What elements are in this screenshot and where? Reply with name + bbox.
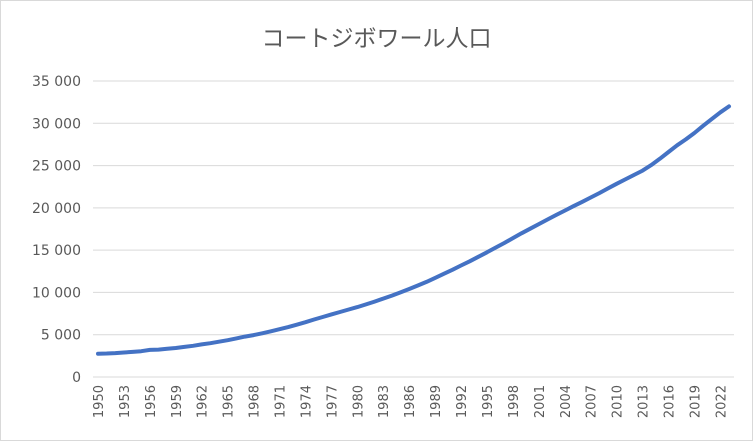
chart-title: コートジボワール人口 <box>261 26 492 52</box>
x-tick-label: 2007 <box>585 385 600 418</box>
y-tick-label: 25 000 <box>32 159 81 175</box>
x-tick-label: 2004 <box>559 385 574 418</box>
x-tick-label: 1989 <box>429 385 444 418</box>
x-tick-label: 1950 <box>92 385 107 418</box>
x-tick-label: 1977 <box>325 385 340 418</box>
x-tick-label: 1971 <box>274 385 289 418</box>
x-tick-label: 1968 <box>248 385 263 418</box>
x-tick-label: 1983 <box>377 385 392 418</box>
x-tick-label: 1980 <box>351 385 366 418</box>
x-tick-label: 1995 <box>481 385 496 418</box>
y-tick-label: 10 000 <box>32 285 81 301</box>
x-tick-label: 1992 <box>455 385 470 418</box>
x-tick-label: 1998 <box>507 385 522 418</box>
x-tick-label: 2010 <box>611 385 626 418</box>
x-tick-label: 2013 <box>637 385 652 418</box>
x-tick-label: 2019 <box>688 385 703 418</box>
y-tick-label: 5 000 <box>41 328 81 344</box>
x-tick-label: 1956 <box>144 385 159 418</box>
x-tick-label: 2022 <box>714 385 729 418</box>
x-tick-label: 1986 <box>403 385 418 418</box>
x-tick-label: 1974 <box>299 385 314 418</box>
x-tick-label: 2001 <box>533 385 548 418</box>
x-tick-label: 1965 <box>222 385 237 418</box>
y-tick-label: 0 <box>72 370 81 386</box>
y-tick-label: 15 000 <box>32 243 81 259</box>
y-tick-label: 35 000 <box>32 74 81 90</box>
y-tick-label: 20 000 <box>32 201 81 217</box>
x-tick-label: 1959 <box>170 385 185 418</box>
x-tick-label: 2016 <box>662 385 677 418</box>
x-tick-label: 1953 <box>118 385 133 418</box>
x-tick-label: 1962 <box>196 385 211 418</box>
y-tick-label: 30 000 <box>32 116 81 132</box>
population-line <box>96 104 731 356</box>
